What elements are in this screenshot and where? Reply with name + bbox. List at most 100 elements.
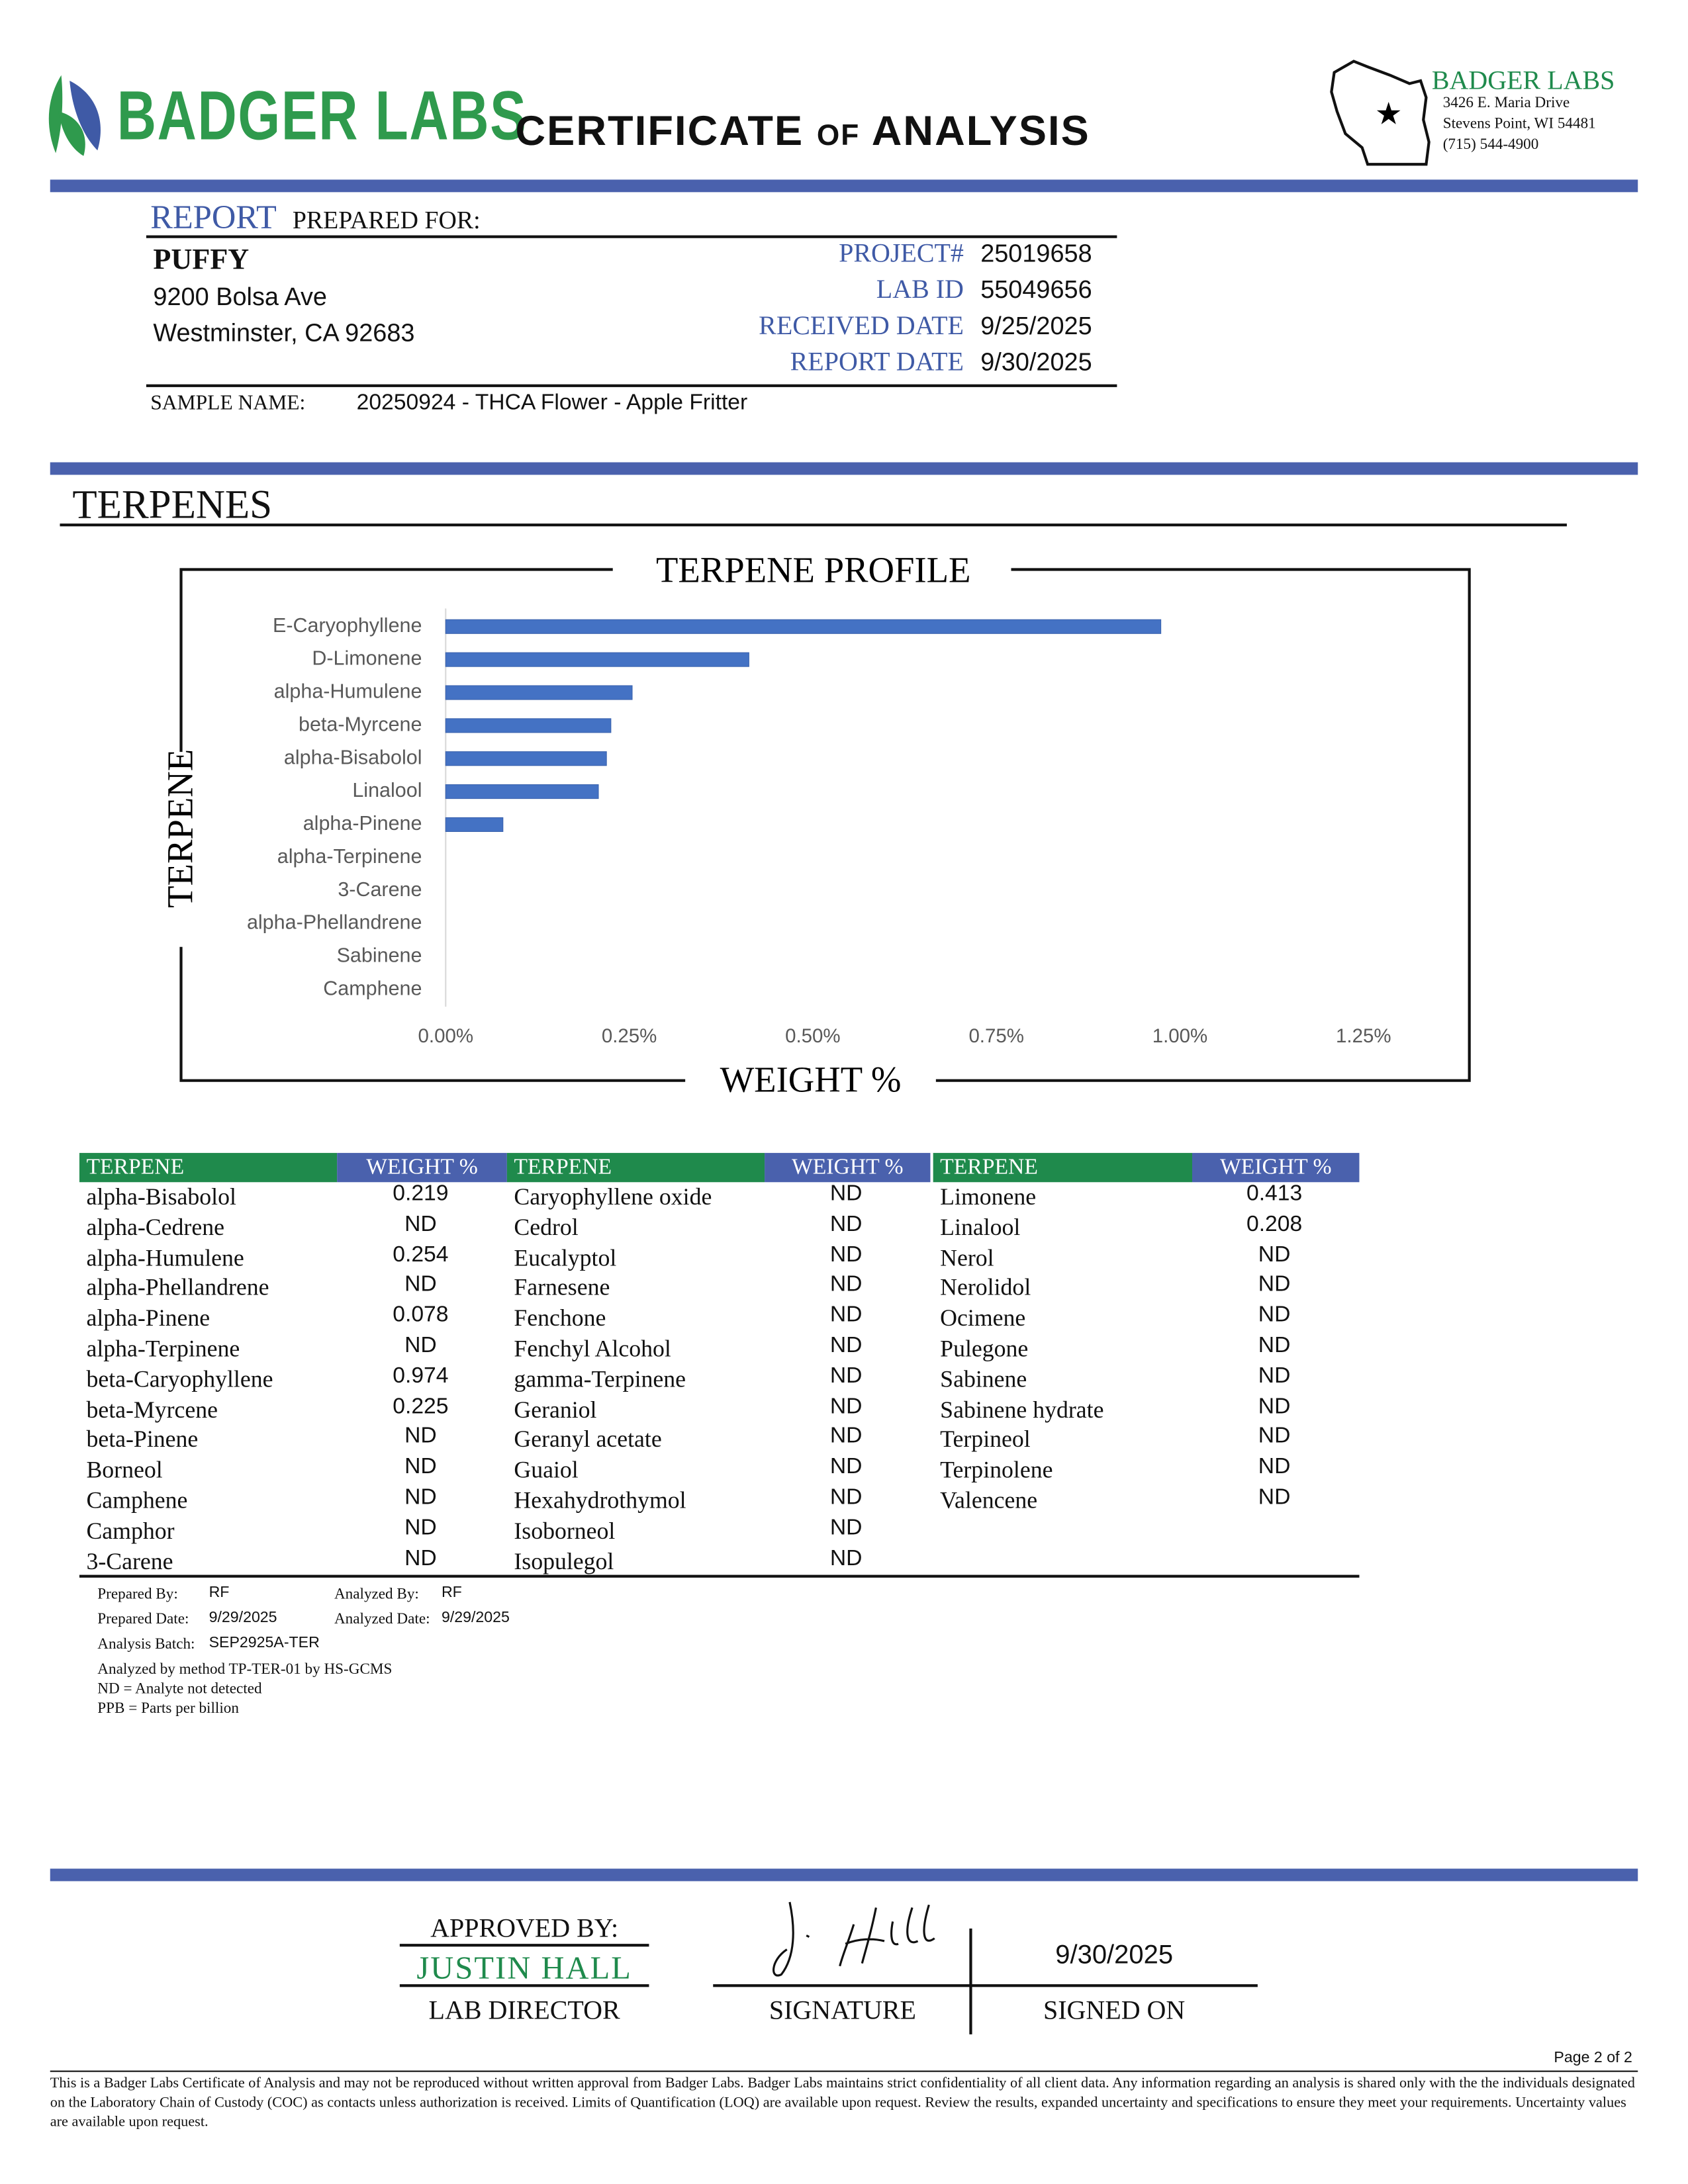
terpene-name: Cedrol	[514, 1214, 579, 1241]
chart-frame	[179, 568, 1471, 1082]
terpene-name: Valencene	[940, 1487, 1038, 1514]
x-tick-label: 0.75%	[968, 1025, 1023, 1047]
disclaimer: This is a Badger Labs Certificate of Ana…	[50, 2076, 1635, 2130]
bar	[445, 751, 607, 766]
approved-label: APPROVED BY:	[430, 1914, 619, 1944]
table-header-cell: WEIGHT %	[1192, 1153, 1360, 1183]
sample-name: 20250924 - THCA Flower - Apple Fritter	[356, 391, 748, 415]
category-label: alpha-Bisabolol	[284, 746, 422, 768]
info-value: SEP2925A-TER	[209, 1635, 320, 1652]
category-label: Camphene	[323, 977, 422, 999]
category-label: beta-Myrcene	[299, 713, 422, 735]
terpene-weight: ND	[829, 1242, 863, 1267]
svg-text:★: ★	[1375, 97, 1402, 131]
terpene-name: Linalool	[940, 1214, 1021, 1241]
table-header-cell: TERPENE	[933, 1153, 1192, 1183]
table-header-cell: WEIGHT %	[337, 1153, 507, 1183]
terpene-weight: ND	[1258, 1455, 1291, 1479]
terpene-weight: ND	[404, 1425, 437, 1449]
terpene-weight: ND	[404, 1546, 437, 1570]
terpene-weight: ND	[1258, 1364, 1291, 1388]
terpene-weight: ND	[829, 1303, 863, 1328]
x-tick-label: 0.25%	[602, 1025, 657, 1047]
terpene-name: Camphene	[86, 1487, 188, 1514]
address-line: 3426 E. Maria Drive	[1442, 95, 1570, 112]
terpene-name: Isopulegol	[514, 1547, 614, 1574]
client-name: PUFFY	[153, 242, 250, 276]
field-label: RECEIVED DATE	[759, 312, 964, 341]
lab-name: BADGER LABS	[1431, 66, 1615, 97]
bar	[445, 817, 504, 833]
terpene-weight: ND	[404, 1273, 437, 1297]
signature-mark	[773, 1901, 935, 1977]
terpene-weight: ND	[829, 1425, 863, 1449]
terpene-weight: ND	[829, 1182, 863, 1206]
terpene-name: Isoborneol	[514, 1517, 616, 1544]
terpene-name: 3-Carene	[86, 1547, 173, 1574]
category-label: alpha-Phellandrene	[247, 911, 422, 934]
terpene-weight: ND	[1258, 1485, 1291, 1510]
terpene-name: Sabinene hydrate	[940, 1396, 1104, 1423]
signed-label: SIGNED ON	[1043, 1997, 1186, 2026]
terpene-weight: ND	[404, 1455, 437, 1479]
info-value: 9/29/2025	[209, 1610, 277, 1627]
bar	[445, 619, 1162, 634]
field-value: 9/25/2025	[980, 312, 1092, 340]
category-label: 3-Carene	[338, 878, 422, 901]
terpene-name: Ocimene	[940, 1304, 1026, 1332]
doc-title: CERTIFICATE of ANALYSIS	[515, 109, 1090, 155]
terpene-name: Geranyl acetate	[514, 1426, 662, 1453]
note: ND = Analyte not detected	[97, 1680, 262, 1698]
category-label: Linalool	[352, 779, 422, 801]
terpene-name: Eucalyptol	[514, 1244, 617, 1271]
page-number: Page 2 of 2	[1554, 2050, 1632, 2067]
terpene-name: Terpinolene	[940, 1457, 1053, 1484]
bar	[445, 718, 612, 733]
terpene-weight: 0.078	[393, 1303, 449, 1328]
category-label: alpha-Terpinene	[277, 845, 422, 868]
terpene-name: beta-Myrcene	[86, 1396, 218, 1423]
chart-title: TERPENE PROFILE	[656, 550, 971, 590]
info-label: Prepared Date:	[97, 1611, 189, 1628]
terpene-name: beta-Pinene	[86, 1426, 199, 1453]
field-value: 9/30/2025	[980, 347, 1092, 377]
terpene-weight: 0.219	[393, 1182, 449, 1206]
field-label: REPORT DATE	[790, 347, 964, 378]
report-label: REPORT	[150, 200, 277, 237]
field-value: 55049656	[980, 275, 1092, 304]
terpene-name: Borneol	[86, 1457, 163, 1484]
terpene-weight: ND	[829, 1334, 863, 1358]
terpene-weight: ND	[829, 1273, 863, 1297]
x-tick-label: 0.50%	[785, 1025, 840, 1047]
info-value: 9/29/2025	[441, 1610, 510, 1627]
category-label: alpha-Pinene	[303, 812, 422, 835]
terpene-weight: ND	[1258, 1425, 1291, 1449]
rule	[399, 1944, 649, 1946]
rule	[713, 1984, 1258, 1987]
terpene-name: Nerolidol	[940, 1274, 1031, 1301]
terpene-weight: 0.974	[393, 1364, 449, 1388]
bar	[445, 784, 599, 799]
table-header-cell: TERPENE	[79, 1153, 338, 1183]
terpene-weight: 0.254	[393, 1242, 449, 1267]
rule	[146, 235, 1117, 238]
x-tick-label: 1.00%	[1152, 1025, 1207, 1047]
terpene-name: alpha-Pinene	[86, 1304, 211, 1332]
address-line: Stevens Point, WI 54481	[1442, 115, 1596, 132]
rule	[60, 523, 1567, 526]
client-address: Westminster, CA 92683	[153, 318, 415, 347]
terpene-name: alpha-Bisabolol	[86, 1183, 236, 1210]
info-label: Analysis Batch:	[97, 1636, 195, 1653]
rule	[79, 1574, 1360, 1577]
terpene-weight: ND	[829, 1394, 863, 1419]
terpene-weight: ND	[404, 1516, 437, 1540]
terpene-weight: ND	[829, 1212, 863, 1236]
rule-vertical	[969, 1928, 972, 2034]
terpene-name: beta-Caryophyllene	[86, 1365, 273, 1392]
terpene-weight: 0.208	[1246, 1212, 1303, 1236]
x-tick-label: 1.25%	[1336, 1025, 1391, 1047]
terpene-weight: ND	[1258, 1334, 1291, 1358]
terpene-name: Geraniol	[514, 1396, 597, 1423]
